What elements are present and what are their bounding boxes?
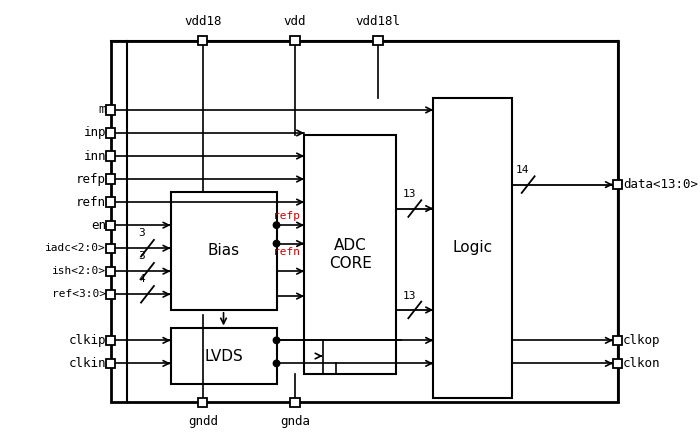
- Text: vdd: vdd: [284, 15, 306, 28]
- Bar: [106, 175, 116, 184]
- Bar: [106, 105, 116, 114]
- Bar: [106, 152, 116, 160]
- Bar: [290, 36, 300, 46]
- Bar: [106, 198, 116, 207]
- Bar: [171, 192, 276, 310]
- Text: refn: refn: [272, 247, 300, 257]
- Text: refp: refp: [76, 172, 106, 186]
- Text: ADC
CORE: ADC CORE: [329, 238, 372, 271]
- Circle shape: [273, 337, 280, 343]
- Circle shape: [273, 360, 280, 366]
- Bar: [613, 359, 622, 368]
- Text: iadc<2:0>: iadc<2:0>: [46, 243, 106, 253]
- Text: clkip: clkip: [69, 334, 106, 347]
- Bar: [106, 336, 116, 345]
- Bar: [433, 98, 512, 397]
- Text: LVDS: LVDS: [204, 349, 243, 363]
- Text: refn: refn: [76, 196, 106, 209]
- Bar: [106, 244, 116, 253]
- Text: 4: 4: [139, 274, 146, 284]
- Bar: [106, 359, 116, 368]
- Text: 3: 3: [139, 251, 146, 261]
- Bar: [106, 267, 116, 276]
- Text: inn: inn: [83, 149, 106, 163]
- Bar: [290, 397, 300, 407]
- Text: inp: inp: [83, 126, 106, 140]
- Text: Logic: Logic: [452, 240, 493, 255]
- Text: 14: 14: [516, 165, 529, 175]
- Bar: [613, 336, 622, 345]
- Text: data<13:0>: data<13:0>: [623, 178, 698, 191]
- Text: refp: refp: [272, 211, 300, 221]
- Text: 3: 3: [139, 228, 146, 238]
- Circle shape: [273, 222, 280, 229]
- Text: vdd18: vdd18: [184, 15, 221, 28]
- Bar: [373, 36, 382, 46]
- Bar: [304, 135, 396, 374]
- Text: m: m: [99, 103, 106, 116]
- Text: vdd18l: vdd18l: [356, 15, 400, 28]
- Text: 13: 13: [402, 291, 416, 301]
- Text: gnda: gnda: [280, 415, 310, 428]
- Bar: [171, 328, 276, 384]
- Bar: [111, 41, 617, 402]
- Bar: [613, 180, 622, 189]
- Bar: [106, 221, 116, 230]
- Text: clkop: clkop: [623, 334, 661, 347]
- Text: ref<3:0>: ref<3:0>: [52, 289, 106, 299]
- Bar: [106, 290, 116, 299]
- Text: ish<2:0>: ish<2:0>: [52, 266, 106, 276]
- Text: clkin: clkin: [69, 357, 106, 370]
- Bar: [106, 128, 116, 137]
- Circle shape: [273, 240, 280, 247]
- Text: en: en: [91, 219, 106, 232]
- Text: gndd: gndd: [188, 415, 218, 428]
- Text: 13: 13: [402, 189, 416, 199]
- Text: clkon: clkon: [623, 357, 661, 370]
- Bar: [198, 397, 207, 407]
- Text: Bias: Bias: [207, 244, 239, 259]
- Bar: [198, 36, 207, 46]
